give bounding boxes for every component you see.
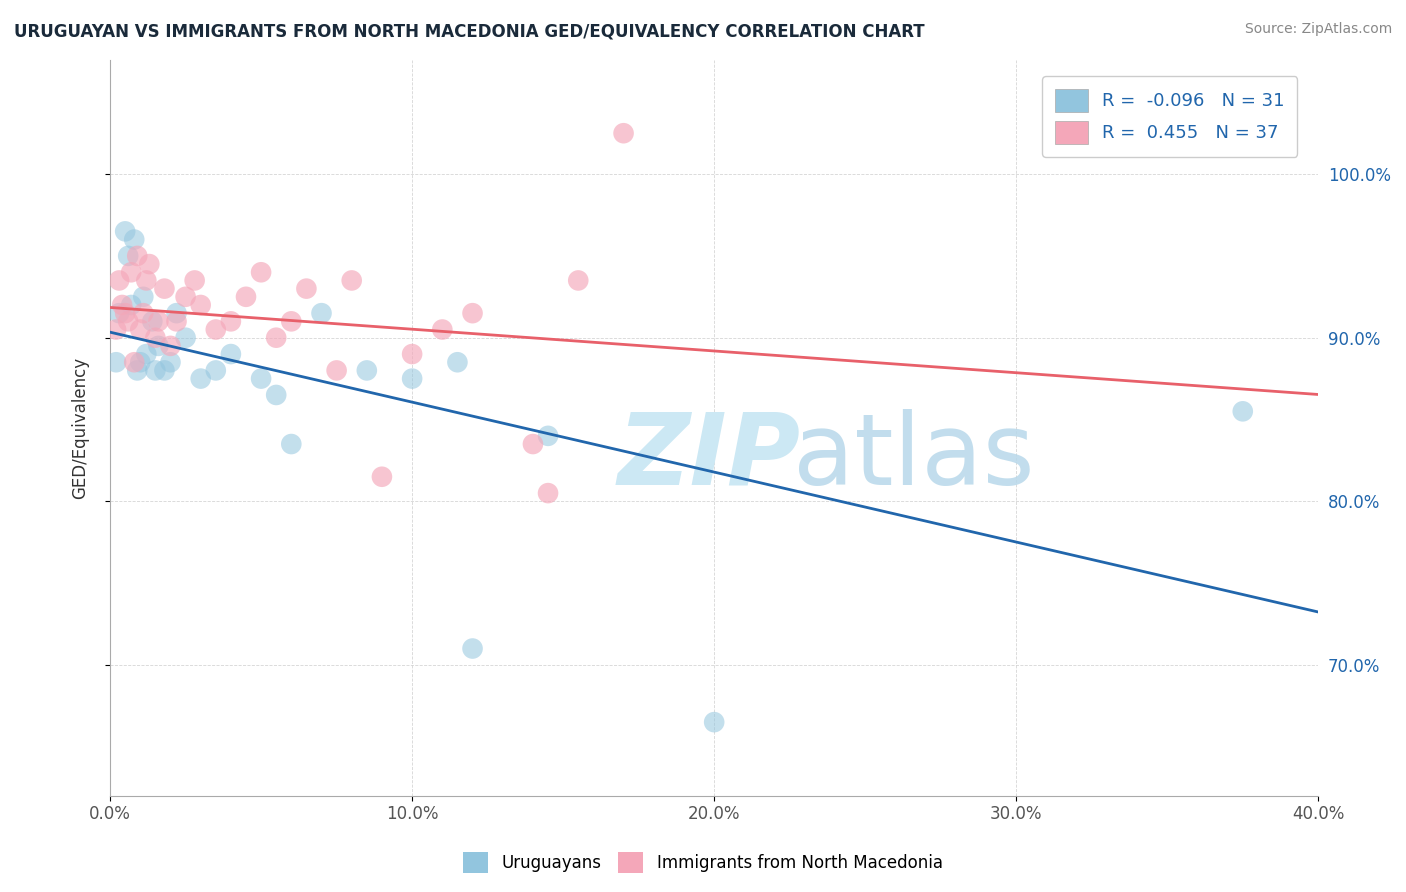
Y-axis label: GED/Equivalency: GED/Equivalency [72,357,89,499]
Point [219,347,242,361]
Point [280,314,302,328]
Point [537,486,560,500]
Point [111,298,134,312]
Point [612,126,634,140]
Point [145,331,167,345]
Point [120,265,142,279]
Point [264,388,287,402]
Point [153,363,176,377]
Point [537,429,560,443]
Point [219,314,242,328]
Point [108,306,131,320]
Point [108,273,131,287]
Point [174,331,197,345]
Point [522,437,544,451]
Point [117,249,139,263]
Point [122,233,145,247]
Point [127,363,149,377]
Point [401,347,423,361]
Point [120,298,142,312]
Point [190,298,212,312]
Legend: R =  -0.096   N = 31, R =  0.455   N = 37: R = -0.096 N = 31, R = 0.455 N = 37 [1042,76,1298,157]
Point [250,371,273,385]
Point [135,347,157,361]
Point [461,306,484,320]
Point [132,306,155,320]
Point [117,314,139,328]
Point [132,290,155,304]
Point [204,363,226,377]
Point [190,371,212,385]
Point [135,273,157,287]
Point [461,641,484,656]
Text: URUGUAYAN VS IMMIGRANTS FROM NORTH MACEDONIA GED/EQUIVALENCY CORRELATION CHART: URUGUAYAN VS IMMIGRANTS FROM NORTH MACED… [14,22,925,40]
Point [129,355,152,369]
Point [235,290,257,304]
Point [114,306,136,320]
Point [1232,404,1254,418]
Point [153,282,176,296]
Point [114,224,136,238]
Point [159,339,181,353]
Point [567,273,589,287]
Point [141,314,163,328]
Point [446,355,468,369]
Point [148,314,170,328]
Point [138,257,160,271]
Legend: Uruguayans, Immigrants from North Macedonia: Uruguayans, Immigrants from North Macedo… [457,846,949,880]
Point [401,371,423,385]
Point [129,322,152,336]
Point [174,290,197,304]
Point [127,249,149,263]
Point [159,355,181,369]
Point [166,314,188,328]
Point [105,355,128,369]
Text: Source: ZipAtlas.com: Source: ZipAtlas.com [1244,22,1392,37]
Point [356,363,378,377]
Point [122,355,145,369]
Text: ZIP: ZIP [617,409,800,506]
Point [166,306,188,320]
Point [145,363,167,377]
Point [183,273,205,287]
Point [105,322,128,336]
Point [311,306,333,320]
Point [204,322,226,336]
Point [264,331,287,345]
Point [371,469,394,483]
Point [280,437,302,451]
Point [432,322,454,336]
Point [295,282,318,296]
Point [325,363,347,377]
Point [340,273,363,287]
Point [703,715,725,730]
Text: atlas: atlas [793,409,1035,506]
Point [148,339,170,353]
Point [250,265,273,279]
